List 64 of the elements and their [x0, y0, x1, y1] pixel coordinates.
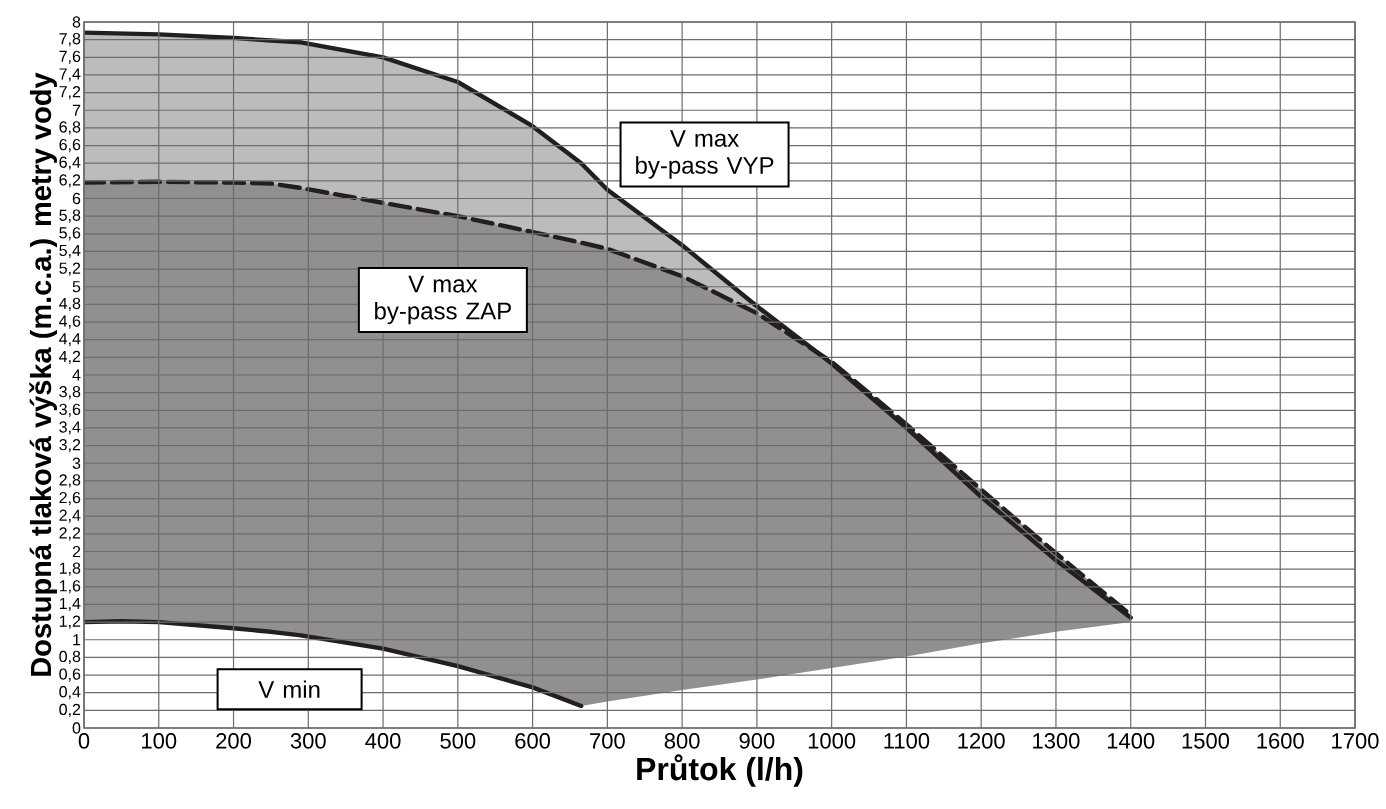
y-tick-label: 2,6 [59, 491, 81, 506]
y-tick-label: 2,4 [59, 509, 81, 523]
y-tick-label: 7,8 [59, 33, 81, 47]
y-tick-label: 4,8 [59, 297, 81, 312]
y-tick-label: 1,6 [59, 580, 81, 594]
x-tick-label: 1400 [1107, 733, 1155, 749]
y-tick-label: 0,6 [59, 668, 81, 682]
y-tick-label: 2 [72, 545, 81, 558]
x-tick-label: 1300 [1033, 733, 1080, 749]
x-tick-label: 1100 [884, 733, 930, 749]
y-tick-label: 7,2 [59, 86, 81, 100]
y-tick-label: 0,8 [59, 650, 81, 664]
x-tick-label: 800 [664, 733, 700, 749]
y-tick-label: 5 [72, 281, 81, 293]
x-tick-label: 600 [515, 733, 551, 749]
y-tick-label: 3 [72, 457, 81, 469]
y-tick-label: 1,8 [59, 562, 81, 576]
y-tick-label: 4 [72, 369, 81, 381]
y-tick-label: 1,2 [59, 615, 81, 629]
series-label: V max by-pass ZAP [375, 275, 511, 325]
x-tick-label: 400 [365, 733, 401, 749]
x-tick-label: 1500 [1182, 733, 1230, 749]
y-tick-label: 0 [72, 722, 81, 734]
x-tick-label: 700 [590, 733, 625, 749]
y-tick-label: 0,4 [59, 686, 81, 700]
y-tick-label: 2,2 [59, 527, 81, 541]
x-tick-label: 1600 [1257, 733, 1304, 749]
y-tick-label: 2,8 [59, 474, 81, 488]
y-tick-label: 4,2 [59, 350, 81, 364]
y-tick-label: 1,4 [59, 597, 81, 611]
y-tick-label: 6,2 [59, 174, 81, 188]
y-tick-label: 3,8 [59, 386, 81, 400]
y-tick-label: 5,4 [59, 244, 81, 258]
x-axis-title: Průtok (l/h) [637, 754, 803, 787]
y-tick-label: 7,4 [59, 68, 81, 82]
y-tick-label: 4,4 [59, 333, 81, 347]
y-tick-label: 6,6 [59, 138, 81, 153]
x-tick-label: 200 [216, 733, 251, 749]
x-tick-label: 500 [440, 733, 476, 749]
y-tick-label: 5,8 [59, 209, 81, 223]
y-tick-label: 7,6 [59, 50, 81, 64]
y-tick-label: 6,4 [59, 156, 81, 170]
x-tick-label: 900 [739, 733, 775, 749]
series-label: V min [258, 680, 320, 698]
y-tick-label: 6,8 [59, 121, 81, 135]
x-tick-label: 100 [142, 733, 177, 749]
y-tick-label: 5,6 [59, 227, 81, 241]
y-tick-label: 0,2 [59, 703, 81, 717]
y-tick-label: 7 [72, 104, 81, 116]
y-axis-title: Dostupná tlaková výška (m.c.a.) metry vody [29, 72, 57, 676]
y-tick-label: 3,6 [59, 403, 81, 417]
y-tick-label: 3,4 [59, 421, 81, 435]
series-label: V max by-pass VYP [636, 130, 774, 179]
y-tick-label: 4,6 [59, 315, 81, 329]
y-tick-label: 8 [72, 16, 81, 28]
y-tick-label: 5,2 [59, 262, 81, 276]
x-tick-label: 1000 [808, 733, 856, 749]
x-tick-label: 300 [290, 733, 326, 749]
y-tick-label: 3,2 [59, 439, 81, 453]
y-tick-label: 1 [73, 634, 81, 646]
line-series [84, 619, 584, 709]
y-tick-label: 6 [72, 192, 81, 205]
x-tick-label: 1200 [958, 733, 1005, 749]
x-tick-label: 1700 [1332, 733, 1379, 749]
